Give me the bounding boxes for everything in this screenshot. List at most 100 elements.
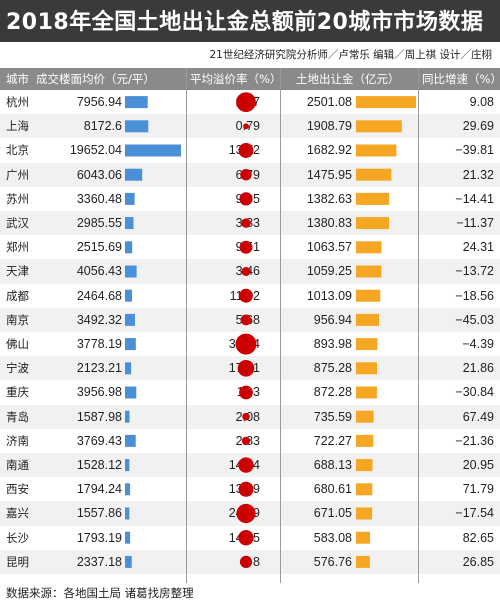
price-value: 2515.69: [76, 240, 122, 255]
data-source: 数据来源：各地国土局 诸葛找房整理: [6, 586, 194, 600]
rate-value: 26.7: [235, 95, 260, 109]
rate-value: 0.79: [235, 119, 260, 134]
city-label: 昆明: [6, 554, 29, 569]
total-value: 1382.63: [306, 191, 352, 206]
table-row: 重庆 3956.98 11.3 872.28 −30.84: [0, 380, 500, 404]
city-label: 武汉: [6, 216, 29, 230]
city-label: 长沙: [6, 530, 29, 545]
growth-value: −17.54: [455, 506, 494, 521]
rate-value: 13.72: [228, 143, 260, 158]
price-value: 6043.06: [76, 167, 122, 182]
rate-value: 17.91: [228, 361, 260, 376]
price-value: 19652.04: [69, 143, 122, 158]
credit-line: 21世纪经济研究院分析师／卢常乐 编辑／周上祺 设计／庄栩: [209, 49, 492, 61]
rate-value: 24.79: [228, 506, 260, 521]
price-value: 1557.86: [76, 506, 122, 521]
total-value: 1682.92: [306, 143, 352, 158]
city-label: 郑州: [6, 240, 29, 255]
growth-value: 9.08: [469, 95, 494, 109]
price-value: 8172.6: [83, 119, 122, 134]
table-row: 广州 6043.06 6.79 1475.95 21.32: [0, 162, 500, 187]
growth-value: −30.84: [455, 385, 494, 400]
growth-value: −21.36: [455, 433, 494, 448]
growth-value: −39.81: [455, 143, 494, 158]
table-row: 宁波 2123.21 17.91 875.28 21.86: [0, 356, 500, 381]
rate-value: 14.84: [228, 458, 260, 472]
price-value: 3360.48: [76, 191, 122, 206]
price-value: 4056.43: [76, 264, 122, 279]
total-value: 1908.79: [306, 119, 352, 134]
city-label: 广州: [6, 167, 29, 182]
header-city: 城市: [6, 72, 29, 86]
city-label: 嘉兴: [6, 506, 29, 521]
growth-value: 20.95: [462, 458, 494, 472]
total-value: 1380.83: [306, 216, 352, 230]
city-label: 青岛: [6, 409, 29, 424]
city-label: 南通: [6, 458, 29, 472]
city-label: 宁波: [6, 361, 29, 376]
total-value: 671.05: [313, 506, 352, 521]
price-value: 3956.98: [76, 385, 122, 400]
rate-value: 2.83: [235, 433, 260, 448]
table-header: 城市 成交楼面均价（元/平） 平均溢价率（%） 土地出让金（亿元） 同比增速（%…: [0, 68, 500, 90]
rate-value: 5.68: [235, 312, 260, 327]
total-value: 2501.08: [306, 95, 352, 109]
table-row: 天津 4056.43 3.46 1059.25 −13.72: [0, 259, 500, 284]
total-value: 688.13: [313, 458, 352, 472]
column-divider: [418, 68, 419, 583]
price-value: 3492.32: [76, 312, 122, 327]
rate-value: 11.3: [236, 385, 260, 400]
total-value: 722.27: [313, 433, 352, 448]
table-row: 北京 19652.04 13.72 1682.92 −39.81: [0, 138, 500, 162]
table-row: 昆明 2337.18 8 576.76 26.85: [0, 549, 500, 574]
table-row: 杭州 7956.94 26.7 2501.08 9.08: [0, 90, 500, 114]
city-label: 西安: [6, 482, 29, 497]
total-value: 1013.09: [306, 288, 352, 303]
price-value: 2337.18: [76, 554, 122, 569]
title-bar: 2018年全国土地出让金总额前20城市市场数据: [0, 0, 500, 42]
city-label: 天津: [6, 264, 29, 279]
rate-value: 9.95: [235, 191, 260, 206]
growth-value: −4.39: [462, 337, 494, 351]
growth-value: −11.37: [456, 216, 494, 230]
city-label: 杭州: [6, 95, 29, 109]
price-value: 7956.94: [76, 95, 122, 109]
table-row: 成都 2464.68 11.02 1013.09 −18.56: [0, 284, 500, 308]
table-row: 南通 1528.12 14.84 688.13 20.95: [0, 453, 500, 478]
growth-value: −45.03: [455, 312, 494, 327]
growth-value: 29.69: [462, 119, 494, 134]
rate-value: 30.94: [228, 337, 260, 351]
city-label: 重庆: [6, 385, 29, 400]
price-value: 3778.19: [76, 337, 122, 351]
table-row: 南京 3492.32 5.68 956.94 −45.03: [0, 307, 500, 332]
city-label: 上海: [6, 119, 29, 134]
total-value: 680.61: [313, 482, 352, 497]
price-value: 2123.21: [76, 361, 122, 376]
table-row: 苏州 3360.48 9.95 1382.63 −14.41: [0, 187, 500, 211]
chart-title: 2018年全国土地出让金总额前20城市市场数据: [6, 10, 484, 35]
price-value: 3769.43: [76, 433, 122, 448]
city-label: 南京: [6, 312, 29, 327]
rate-value: 8: [253, 554, 260, 569]
total-value: 1059.25: [306, 264, 352, 279]
growth-value: 24.31: [462, 240, 494, 255]
header-rate: 平均溢价率（%）: [190, 72, 282, 86]
price-value: 1587.98: [76, 409, 122, 424]
city-label: 成都: [6, 288, 29, 303]
rate-value: 13.59: [228, 482, 260, 497]
rate-value: 6.79: [235, 167, 260, 182]
table-row: 嘉兴 1557.86 24.79 671.05 −17.54: [0, 501, 500, 526]
table-row: 武汉 2985.55 3.83 1380.83 −11.37: [0, 211, 500, 236]
price-value: 1528.12: [76, 458, 122, 472]
growth-value: 71.79: [462, 482, 494, 497]
total-value: 893.98: [313, 337, 352, 351]
rate-value: 2.08: [235, 409, 260, 424]
column-divider: [186, 68, 187, 583]
total-value: 583.08: [313, 530, 352, 545]
header-total: 土地出让金（亿元）: [296, 72, 400, 86]
growth-value: −18.56: [455, 288, 494, 303]
table-row: 郑州 2515.69 9.51 1063.57 24.31: [0, 235, 500, 259]
rate-value: 14.65: [228, 530, 260, 545]
city-label: 济南: [6, 433, 29, 448]
header-growth: 同比增速（%）: [422, 72, 500, 86]
